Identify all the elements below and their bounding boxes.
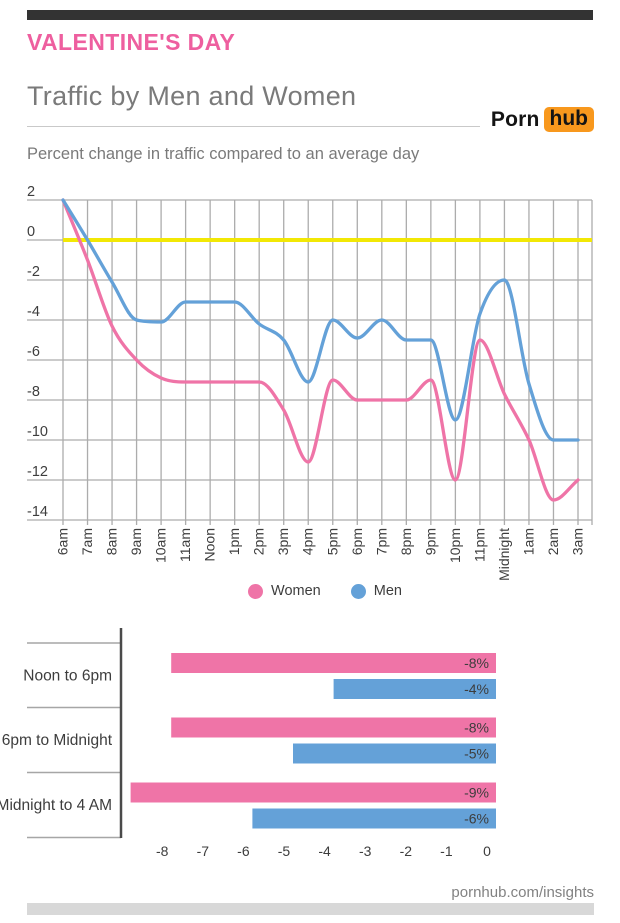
bar-row: 6pm to Midnight -8% -5% [2,717,496,764]
svg-text:6pm: 6pm [349,528,365,555]
bar-row-label: Midnight to 4 AM [0,797,112,814]
bar-row-label: 6pm to Midnight [2,732,113,749]
svg-text:Noon: Noon [202,528,218,561]
svg-text:8pm: 8pm [398,528,414,555]
line-chart: 2 0 -2 -4 -6 -8 -10 -12 -14 6am 7am 8am 9am 10am 11am N… [27,184,593,581]
svg-text:8am: 8am [104,528,120,555]
y-axis-labels: 2 0 -2 -4 -6 -8 -10 -12 -14 [27,184,48,520]
legend-label: Men [373,583,402,599]
bar-value-label: -9% [464,784,489,800]
svg-text:5pm: 5pm [324,528,340,555]
svg-text:0: 0 [483,843,491,859]
x-axis-labels: 6am 7am 8am 9am 10am 11am Noon 1pm 2pm 3pm 4pm 5pm 6… [55,528,586,581]
svg-text:-4: -4 [318,843,331,859]
bar-row: Midnight to 4 AM -9% -6% [0,782,496,829]
bar-row-label: Noon to 6pm [23,668,112,685]
svg-text:2pm: 2pm [251,528,267,555]
divider-line [27,126,480,127]
women-bar [130,782,496,803]
svg-text:-6: -6 [27,344,40,360]
svg-text:-8: -8 [27,384,40,400]
svg-text:-6: -6 [237,843,250,859]
svg-text:11am: 11am [177,528,193,562]
svg-text:2am: 2am [545,528,561,555]
women-line [61,198,580,502]
men-line [61,198,580,442]
svg-text:-8: -8 [156,843,169,859]
svg-text:2: 2 [27,184,35,200]
legend-label: Women [271,583,321,599]
pornhub-logo: Porn hub [491,107,594,132]
svg-text:-2: -2 [27,264,40,280]
bar-value-label: -5% [464,745,489,761]
bar-x-axis-labels: -8 -7 -6 -5 -4 -3 -2 -1 0 [156,843,491,859]
svg-text:-10: -10 [27,424,48,440]
svg-text:11pm: 11pm [471,528,487,562]
svg-text:3am: 3am [570,528,586,555]
svg-text:-3: -3 [359,843,372,859]
bottom-accent-bar [27,903,594,915]
chart-title: Traffic by Men and Women [27,81,357,111]
legend-item-women: Women [248,583,321,599]
bar-value-label: -8% [464,719,489,735]
svg-text:-5: -5 [278,843,291,859]
svg-text:9am: 9am [128,528,144,555]
svg-text:4pm: 4pm [300,528,316,555]
bar-row: Noon to 6pm -8% -4% [23,653,496,699]
women-bar [171,653,496,673]
men-color-dot [350,583,366,599]
bar-value-label: -8% [464,655,489,671]
page-title: VALENTINE'S DAY [27,29,236,55]
men-bar [252,808,496,829]
svg-text:-1: -1 [440,843,453,859]
men-bar [333,679,496,699]
svg-text:-12: -12 [27,464,48,480]
footer-link[interactable]: pornhub.com/insights [451,884,594,901]
svg-text:-7: -7 [197,843,210,859]
svg-text:-4: -4 [27,304,40,320]
svg-text:0: 0 [27,224,35,240]
svg-text:Midnight: Midnight [496,528,512,581]
svg-text:7pm: 7pm [373,528,389,555]
svg-text:-14: -14 [27,504,48,520]
svg-text:9pm: 9pm [422,528,438,555]
svg-text:-2: -2 [400,843,413,859]
svg-text:10am: 10am [153,528,169,563]
logo-text-hub: hub [543,107,594,132]
top-accent-bar [27,10,593,20]
bar-chart: Noon to 6pm -8% -4% 6pm to Midnight -8% -5% Mi… [0,628,496,859]
bar-value-label: -4% [464,681,489,697]
row-separators [27,642,121,839]
logo-text-porn: Porn [490,107,540,131]
chart-legend: Women Men [0,583,620,599]
women-bar [171,717,496,738]
legend-item-men: Men [350,583,402,599]
svg-text:3pm: 3pm [275,528,291,555]
svg-text:7am: 7am [79,528,95,555]
svg-text:10pm: 10pm [447,528,463,563]
svg-text:6am: 6am [55,528,71,555]
women-color-dot [248,583,264,599]
svg-text:1pm: 1pm [226,528,242,555]
svg-text:1am: 1am [520,528,536,555]
chart-description: Percent change in traffic compared to an… [27,145,420,163]
men-bar [293,743,496,764]
bar-value-label: -6% [464,810,489,826]
grid-lines [27,199,593,525]
